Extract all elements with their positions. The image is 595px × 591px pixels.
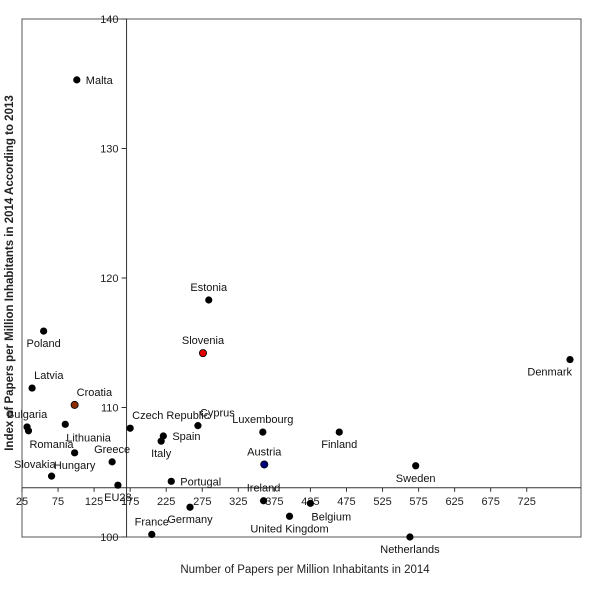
data-point [259, 428, 267, 436]
data-point [406, 533, 414, 541]
x-tick-label: 125 [85, 496, 103, 508]
point-label: Denmark [527, 367, 572, 379]
y-tick-label: 110 [101, 403, 119, 415]
point-label: EU28 [104, 492, 132, 504]
x-tick-label: 25 [16, 496, 28, 508]
data-point [285, 512, 294, 520]
point-label: Netherlands [380, 544, 440, 556]
point-label: France [135, 516, 169, 528]
x-tick-label: 725 [518, 496, 536, 508]
data-point [198, 349, 207, 358]
point-label: Germany [167, 514, 213, 526]
data-point [28, 384, 36, 392]
data-point [205, 296, 213, 304]
data-point [306, 499, 315, 507]
data-point [126, 424, 134, 432]
point-label: Finland [321, 439, 357, 451]
data-point [114, 481, 122, 489]
point-label: Latvia [34, 370, 64, 382]
data-point [40, 327, 48, 335]
x-tick-label: 675 [482, 496, 500, 508]
data-point [259, 497, 268, 505]
x-axis: 2575125175225275325375425475525575625675… [16, 487, 581, 508]
data-point [260, 460, 269, 469]
x-tick-label: 325 [229, 496, 247, 508]
point-label: Bulgaria [7, 409, 48, 421]
data-point [108, 458, 116, 466]
x-tick-label: 275 [193, 496, 211, 508]
data-point [412, 462, 420, 470]
y-tick-label: 100 [100, 532, 118, 544]
x-tick-label: 175 [121, 496, 139, 508]
data-point [167, 477, 175, 485]
point-labels: Malta Estonia Poland Slovenia Denmark Latvia C… [7, 75, 573, 556]
point-label: Austria [247, 446, 282, 458]
point-label: Hungary [54, 460, 96, 472]
data-point [61, 420, 69, 428]
y-axis: 100 110 120 130 140 [100, 14, 128, 544]
data-point [47, 472, 56, 480]
x-axis-title: Number of Papers per Million Inhabitants… [180, 564, 430, 576]
point-label: Spain [172, 431, 200, 443]
point-label: Slovenia [182, 335, 225, 347]
point-label: Italy [151, 448, 172, 460]
point-label: United Kingdom [250, 523, 328, 535]
point-label: Estonia [190, 282, 228, 294]
data-point [70, 400, 79, 409]
point-label: Portugal [180, 476, 221, 488]
y-tick-label: 140 [100, 14, 118, 26]
x-tick-label: 75 [52, 496, 64, 508]
point-label: Greece [94, 444, 130, 456]
data-points [23, 76, 574, 541]
point-label: Sweden [396, 473, 436, 485]
point-label: Lithuania [66, 432, 112, 444]
x-tick-label: 225 [157, 496, 175, 508]
point-label: Romania [29, 439, 74, 451]
point-label: Poland [26, 338, 60, 350]
point-label: Malta [86, 75, 114, 87]
data-point [71, 449, 79, 457]
x-tick-label: 525 [373, 496, 391, 508]
data-point [157, 437, 165, 445]
data-point [566, 355, 574, 364]
point-label: Belgium [311, 511, 351, 523]
point-label: Croatia [77, 387, 113, 399]
data-point [73, 76, 81, 84]
x-tick-label: 575 [409, 496, 427, 508]
x-tick-label: 475 [337, 496, 355, 508]
data-point [24, 427, 33, 435]
data-point [194, 422, 202, 430]
point-label: Czech Republic [132, 410, 210, 422]
plot-frame [21, 18, 582, 538]
y-axis-title: Index of Papers per Million Inhabitants … [4, 95, 16, 451]
data-point [186, 503, 194, 511]
point-label: Cyprus [200, 408, 235, 420]
data-point [148, 530, 156, 539]
point-label: Slovakia [14, 459, 56, 471]
y-tick-label: 120 [100, 273, 118, 285]
point-label: Luxembourg [232, 414, 293, 426]
x-tick-label: 625 [445, 496, 463, 508]
x-tick-label: 375 [265, 496, 283, 508]
point-label: Ireland [247, 483, 281, 495]
y-tick-label: 130 [100, 144, 118, 156]
data-point [335, 428, 343, 436]
